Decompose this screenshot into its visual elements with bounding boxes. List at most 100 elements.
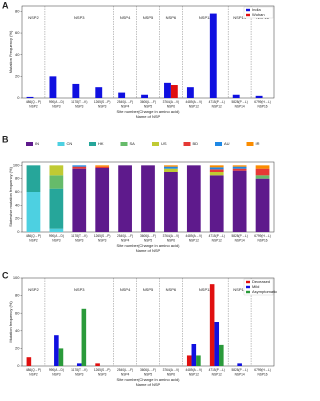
bar (72, 83, 80, 98)
legend-label: US (161, 141, 167, 146)
x-tick-label: 4715(P→L) (209, 234, 225, 238)
bar-segment (255, 168, 270, 176)
bar-segment (232, 170, 247, 232)
y-axis-label: Mutation Frequency (%) (8, 30, 13, 73)
bar-segment (49, 165, 64, 176)
legend-label: IN (35, 141, 39, 146)
x-tick-label: 4489(A→V) (185, 100, 202, 104)
x-axis-label: Site number(Change in amino acid) (117, 109, 181, 114)
x-tick-nsp: NSP14 (235, 104, 245, 108)
x-tick-nsp: NSP2 (29, 104, 38, 108)
y-tick-label: 20 (15, 216, 20, 221)
legend-swatch (246, 280, 250, 284)
x-tick-label: 4489(A→V) (185, 234, 202, 238)
bar-segment (209, 169, 224, 172)
y-tick-label: 20 (15, 345, 20, 350)
x-axis-label-2: Name of NSP (136, 382, 161, 387)
x-tick-label: 3606(L→F) (140, 100, 156, 104)
x-tick-nsp: NSP3 (75, 238, 84, 242)
x-tick-label: 6799(H→L) (254, 368, 270, 372)
x-tick-label: 1265(S→P) (94, 100, 111, 104)
x-tick-nsp: NSP16 (257, 238, 267, 242)
bar-segment (232, 166, 247, 169)
bar-segment (164, 168, 178, 172)
panel-label: C (2, 270, 9, 280)
bar-segment (255, 175, 270, 179)
bar (170, 85, 178, 98)
y-tick-label: 40 (15, 202, 20, 207)
legend-label: Deceased (252, 279, 270, 284)
group-label: NSP3 (74, 287, 85, 292)
x-tick-label: 6799(H→L) (254, 234, 270, 238)
x-tick-nsp: NSP16 (257, 104, 267, 108)
x-tick-label: 1265(S→P) (94, 368, 111, 372)
x-tick-label: 2540(L→F) (117, 100, 133, 104)
legend-box (243, 278, 274, 296)
group-label: NSP2 (28, 15, 39, 20)
x-tick-label: 6799(H→L) (254, 100, 270, 104)
group-label: NSP12 (199, 15, 212, 20)
plot-frame (21, 277, 275, 367)
legend-label: HK (98, 141, 104, 146)
bar-segment (95, 166, 110, 168)
group-label: NSP4 (120, 15, 131, 20)
x-tick-nsp: NSP6 (167, 104, 176, 108)
x-tick-nsp: NSP16 (257, 372, 267, 376)
bar-segment (209, 167, 224, 170)
y-tick-label: 100 (13, 162, 20, 167)
legend-swatch (246, 8, 250, 12)
x-tick-nsp: NSP3 (75, 372, 84, 376)
bar-segment (141, 165, 155, 232)
x-tick-label: 486(Q→P) (26, 234, 41, 238)
x-tick-label: 2540(L→F) (117, 234, 133, 238)
bar-segment (232, 168, 247, 171)
legend-swatch (215, 142, 222, 146)
legend-label: AU (224, 141, 230, 146)
legend-swatch (57, 142, 65, 146)
legend-label: IR (256, 141, 260, 146)
bar-segment (255, 178, 270, 232)
bar-segment (164, 165, 178, 167)
y-tick-label: 0 (17, 229, 20, 234)
x-tick-nsp: NSP4 (121, 372, 130, 376)
bar (81, 308, 87, 366)
bar (95, 87, 103, 98)
x-tick-nsp: NSP3 (52, 372, 61, 376)
bar (232, 94, 240, 98)
legend-box (243, 6, 274, 19)
bar (196, 355, 201, 366)
legend-label: Mild (252, 284, 259, 289)
bar (209, 13, 217, 99)
bar (118, 92, 126, 98)
panel-label: A (2, 0, 9, 10)
x-tick-nsp: NSP2 (29, 372, 38, 376)
bar-segment (26, 192, 41, 232)
x-tick-nsp: NSP3 (52, 238, 61, 242)
x-tick-label: 3606(L→F) (140, 234, 156, 238)
bar (164, 82, 171, 98)
y-tick-label: 80 (15, 176, 20, 181)
group-label: NSP14 (233, 15, 246, 20)
x-tick-nsp: NSP5 (144, 372, 153, 376)
group-label: NSP6 (166, 15, 177, 20)
bar-segment (209, 165, 224, 168)
bar-segment (95, 168, 110, 232)
group-label: NSP14 (233, 287, 246, 292)
legend-label: CN (67, 141, 73, 146)
x-tick-nsp: NSP3 (52, 104, 61, 108)
legend-swatch (89, 142, 96, 146)
bar (26, 357, 32, 366)
x-tick-label: 1178(T→K) (71, 368, 87, 372)
x-tick-label: 486(Q→P) (26, 100, 41, 104)
x-tick-label: 990(A→D) (49, 100, 64, 104)
legend-label: India (252, 7, 261, 12)
x-tick-nsp: NSP3 (98, 372, 107, 376)
x-tick-label: 5828(P→L) (231, 234, 247, 238)
legend-swatch (152, 142, 159, 146)
bar-segment (95, 165, 110, 167)
legend-swatch (26, 142, 33, 146)
x-tick-nsp: NSP14 (235, 372, 245, 376)
figure: A 0 20 40 60 80 Mutation Frequency (%) NSP2 NSP3… (2, 0, 277, 387)
bar (219, 344, 224, 366)
legend-label: Wuhan (252, 12, 265, 17)
